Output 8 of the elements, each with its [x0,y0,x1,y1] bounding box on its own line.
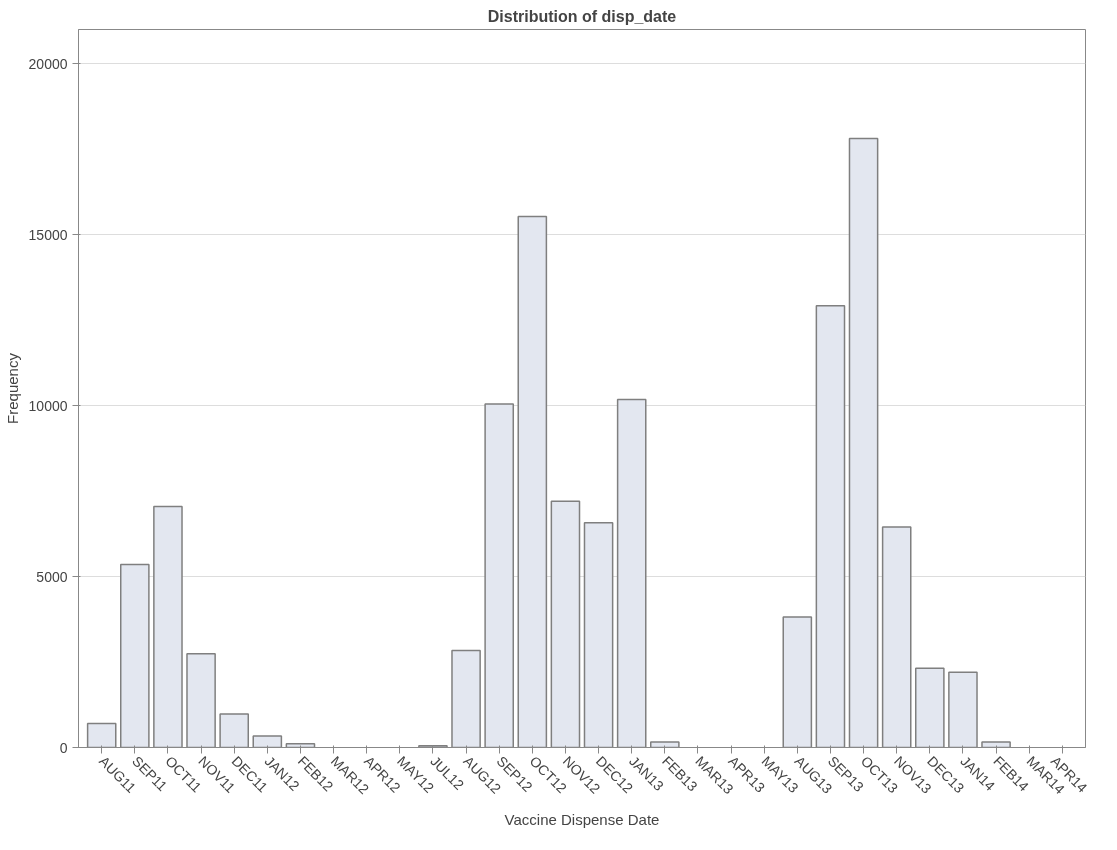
chart-title: Distribution of disp_date [487,7,677,25]
x-axis-title: Vaccine Dispense Date [504,810,660,828]
y-tick-label: 20000 [28,55,68,72]
y-tick-label: 5000 [36,568,68,585]
y-tick-label: 10000 [28,397,68,414]
y-tick-label: 0 [59,739,68,756]
y-tick-label: 15000 [28,226,68,243]
y-axis-title: Frequency [3,352,21,424]
